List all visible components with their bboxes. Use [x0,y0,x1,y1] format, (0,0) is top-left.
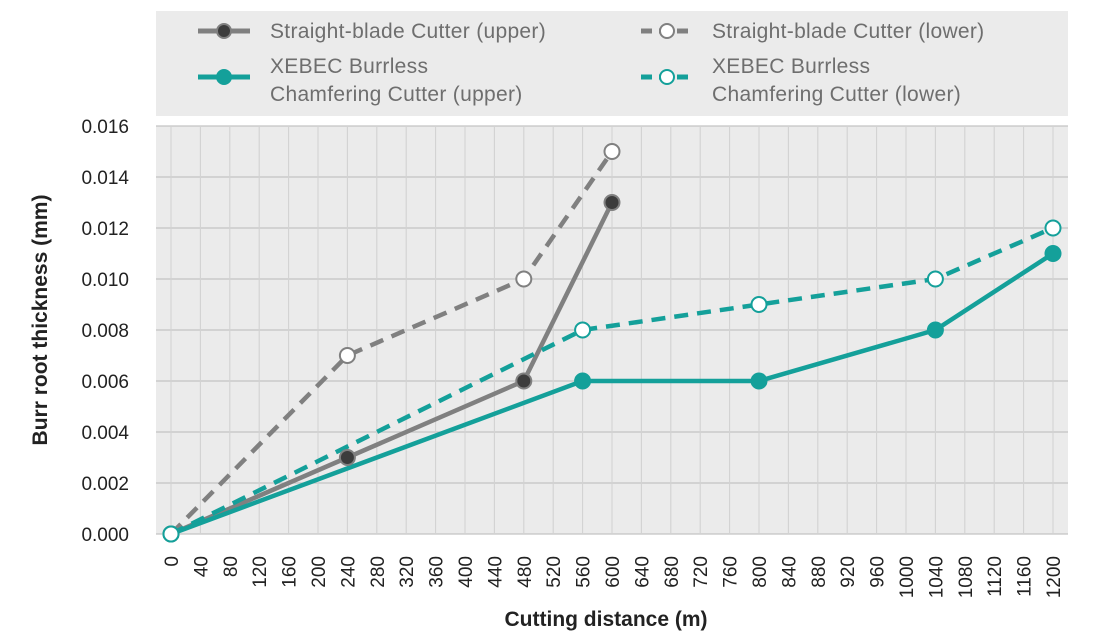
y-tick-label: 0.006 [81,372,129,393]
series [162,143,1062,543]
x-tick-label: 760 [721,556,742,588]
legend-item-straight-lower: Straight-blade Cutter (lower) [641,20,984,43]
series-1-point-2 [515,270,533,288]
x-tick-label: 0 [162,556,183,567]
series-0-point-3 [603,194,621,211]
x-tick-label: 480 [515,556,536,588]
x-tick-label: 560 [574,556,595,588]
legend-marker-straight-lower [659,23,675,39]
series-line-3 [170,225,1054,537]
x-tick-label: 240 [338,556,359,588]
x-tick-label: 160 [280,556,301,588]
legend-item-xebec-lower: XEBEC Burrless Chamfering Cutter (lower) [641,55,961,106]
series-2-point-1 [574,372,592,390]
legend-label-xebec-lower-line1: XEBEC Burrless [712,55,870,78]
x-tick-label: 360 [427,556,448,588]
x-tick-label: 400 [456,556,477,588]
x-tick-label: 320 [397,556,418,588]
y-tick-label: 0.008 [81,321,129,342]
y-tick-label: 0.010 [81,270,129,291]
x-tick-label: 960 [868,556,889,588]
legend-marker-xebec-lower [659,69,675,85]
legend-label-xebec-lower-line2: Chamfering Cutter (lower) [712,83,961,106]
x-tick-label: 1120 [985,556,1006,597]
x-tick-label: 880 [809,556,830,588]
legend-item-xebec-upper: XEBEC Burrless Chamfering Cutter (upper) [198,55,523,106]
series-3-point-2 [750,296,768,313]
legend-item-straight-upper: Straight-blade Cutter (upper) [198,20,546,43]
y-tick-label: 0.002 [81,474,129,495]
series-0-point-2 [515,372,533,390]
legend-label-straight-lower: Straight-blade Cutter (lower) [712,20,984,43]
series-2-point-2 [750,372,768,390]
series-line-1 [169,150,614,536]
x-tick-label: 200 [309,556,330,588]
x-tick-label: 1080 [956,556,977,598]
x-tick-label: 280 [368,556,389,588]
y-tick-label: 0.014 [81,168,129,189]
series-0-point-1 [338,449,356,466]
x-tick-label: 520 [544,556,565,588]
series-3-point-4 [1044,219,1062,237]
x-tick-label: 440 [485,556,506,588]
x-tick-label: 720 [691,556,712,588]
x-tick-label: 600 [603,556,624,588]
x-tick-label: 680 [662,556,683,588]
x-tick-label: 840 [779,556,800,588]
y-axis-ticks: 0.000 0.002 0.004 0.006 0.008 0.010 0.012 0.014… [81,117,129,546]
series-3-point-1 [574,321,592,339]
x-tick-label: 1000 [897,556,918,598]
y-axis-title: Burr root thickness (mm) [29,195,52,446]
x-tick-label: 640 [632,556,653,588]
x-tick-label: 40 [191,556,212,577]
legend-label-xebec-upper-line2: Chamfering Cutter (upper) [270,83,523,106]
grid [156,125,1068,535]
legend-label-xebec-upper-line1: XEBEC Burrless [270,55,428,78]
x-tick-label: 800 [750,556,771,588]
y-tick-label: 0.012 [81,219,129,240]
series-2-point-3 [926,321,944,339]
x-tick-label: 920 [838,556,859,588]
x-tick-label: 120 [250,556,271,588]
series-line-0 [170,201,615,537]
x-axis-title: Cutting distance (m) [505,608,708,631]
legend-marker-xebec-upper [216,69,232,85]
series-3-point-0 [162,525,180,543]
y-tick-label: 0.000 [81,525,129,546]
y-tick-label: 0.004 [81,423,129,444]
series-3-point-3 [926,270,944,288]
y-tick-label: 0.016 [81,117,129,138]
legend-label-straight-upper: Straight-blade Cutter (upper) [270,20,546,43]
series-1-point-1 [338,347,356,364]
legend: Straight-blade Cutter (upper) Straight-b… [156,11,1068,116]
x-tick-label: 1160 [1015,556,1036,597]
legend-background [156,11,1068,116]
series-2-point-4 [1044,245,1062,262]
series-1-point-3 [603,143,621,160]
x-tick-label: 1040 [926,556,947,598]
x-tick-label: 80 [221,556,242,577]
x-axis-ticks: 0 40 80 120 160 200 240 280 320 360 400 440 480 520 56… [162,556,1065,598]
x-tick-label: 1200 [1044,556,1065,598]
legend-marker-straight-upper [216,23,232,39]
